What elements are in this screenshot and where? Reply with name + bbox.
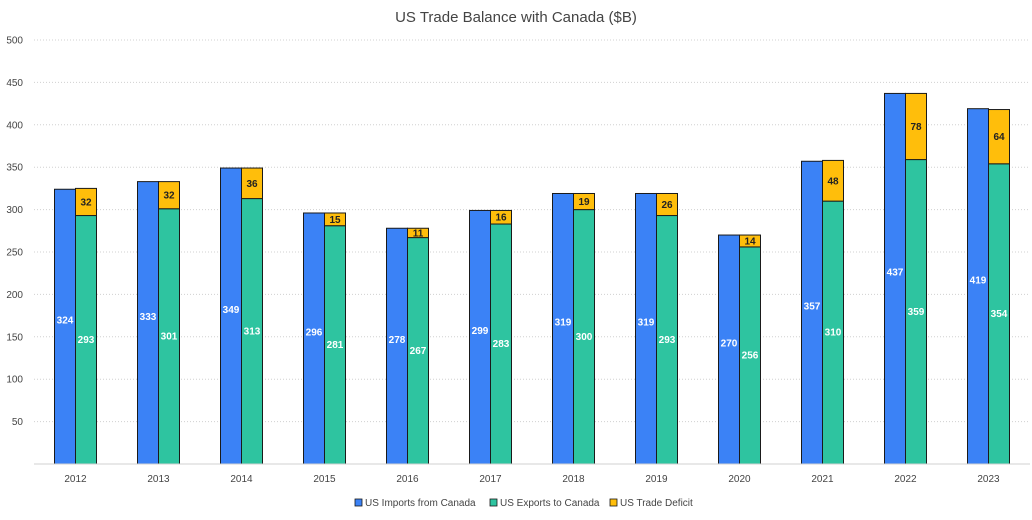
x-tick-label: 2012 [64,474,87,485]
x-tick-label: 2014 [230,474,253,485]
bar-deficit-2022 [905,92,927,161]
x-tick-label: 2023 [977,474,1000,485]
x-tick-label: 2022 [894,474,917,485]
label-imports-2021: 357 [804,302,821,313]
label-deficit-2020: 14 [744,236,756,247]
label-exports-2014: 313 [244,326,261,337]
x-tick-label: 2018 [562,474,585,485]
label-exports-2020: 256 [742,350,759,361]
bar-deficit-2018 [573,192,595,211]
axes: 50 100 150 200 250 300 350 400 450 500 2012 2013 201… [6,36,1030,485]
label-imports-2018: 319 [555,318,572,329]
bar-deficit-2014 [241,167,263,200]
label-imports-2017: 299 [472,326,489,337]
y-tick-label: 300 [6,205,23,216]
legend-swatch-1 [489,498,498,507]
x-tick-label: 2013 [147,474,170,485]
chart-title: US Trade Balance with Canada ($B) [395,9,637,26]
legend: US Imports from Canada US Exports to Cana… [354,498,693,509]
label-exports-2015: 281 [327,340,344,351]
label-deficit-2016: 11 [413,228,424,239]
label-imports-2015: 296 [306,327,323,338]
label-imports-2016: 278 [389,335,406,346]
bar-deficit-2013 [158,181,180,210]
bar-deficit-2023 [988,109,1010,165]
label-deficit-2013: 32 [163,191,175,202]
legend-swatch-2 [609,498,618,507]
label-exports-2013: 301 [161,331,178,342]
y-tick-label: 400 [6,120,23,131]
legend-label-2: US Trade Deficit [620,498,693,509]
legend-swatch-0 [354,498,363,507]
bars [54,92,1010,465]
x-tick-label: 2015 [313,474,336,485]
bar-deficit-2017 [490,209,512,225]
y-tick-label: 200 [6,290,23,301]
label-exports-2017: 283 [493,339,510,350]
label-exports-2016: 267 [410,346,427,357]
legend-label-1: US Exports to Canada [500,498,600,509]
legend-label-0: US Imports from Canada [365,498,476,509]
label-exports-2022: 359 [908,307,925,318]
label-deficit-2018: 19 [578,197,590,208]
label-deficit-2012: 32 [80,197,92,208]
label-exports-2012: 293 [78,335,95,346]
x-tick-label: 2016 [396,474,419,485]
label-imports-2023: 419 [970,275,987,286]
data-labels: 324 293 32 333 301 32 349 313 36 296 281 15 278 267 11… [57,122,1008,361]
label-deficit-2014: 36 [246,179,258,190]
x-tick-label: 2021 [811,474,834,485]
y-tick-label: 50 [12,417,24,428]
bar-deficit-2015 [324,212,346,227]
label-imports-2019: 319 [638,318,655,329]
label-exports-2019: 293 [659,335,676,346]
label-exports-2018: 300 [576,332,593,343]
label-exports-2021: 310 [825,328,842,339]
label-deficit-2015: 15 [329,215,341,226]
bar-deficit-2012 [75,187,97,217]
bar-deficit-2020 [739,234,761,248]
label-deficit-2021: 48 [827,176,839,187]
y-tick-label: 350 [6,163,23,174]
x-tick-label: 2017 [479,474,502,485]
label-imports-2020: 270 [721,339,738,350]
gridlines [34,39,1030,423]
bar-deficit-2016 [407,227,429,239]
bar-deficit-2021 [822,159,844,202]
x-tick-label: 2019 [645,474,668,485]
label-exports-2023: 354 [991,309,1008,320]
y-tick-label: 500 [6,36,23,47]
label-imports-2013: 333 [140,312,157,323]
y-tick-label: 150 [6,332,23,343]
label-deficit-2023: 64 [993,132,1005,143]
y-tick-label: 100 [6,375,23,386]
label-imports-2022: 437 [887,268,904,279]
label-deficit-2022: 78 [910,122,922,133]
label-imports-2012: 324 [57,316,74,327]
y-tick-label: 450 [6,78,23,89]
y-tick-label: 250 [6,248,23,259]
x-tick-label: 2020 [728,474,751,485]
bar-deficit-2019 [656,192,678,217]
label-imports-2014: 349 [223,305,240,316]
label-deficit-2017: 16 [495,213,507,224]
label-deficit-2019: 26 [661,200,673,211]
